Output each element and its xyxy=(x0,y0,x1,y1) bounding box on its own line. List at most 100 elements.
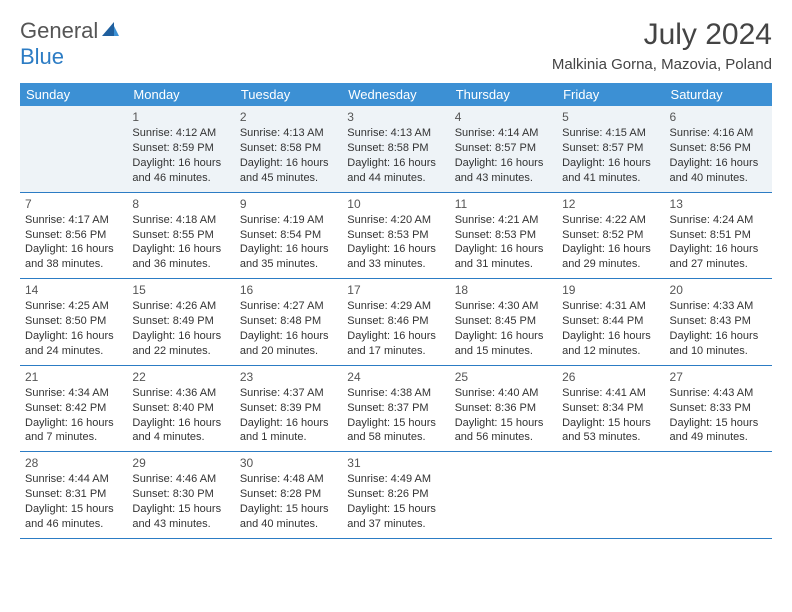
sunset-text: Sunset: 8:56 PM xyxy=(670,141,767,156)
sunrise-text: Sunrise: 4:13 AM xyxy=(347,126,444,141)
sunrise-text: Sunrise: 4:17 AM xyxy=(25,213,122,228)
sunrise-text: Sunrise: 4:37 AM xyxy=(240,386,337,401)
sunrise-text: Sunrise: 4:41 AM xyxy=(562,386,659,401)
calendar-day-cell: 16Sunrise: 4:27 AMSunset: 8:48 PMDayligh… xyxy=(235,279,342,366)
sunrise-text: Sunrise: 4:36 AM xyxy=(132,386,229,401)
sunset-text: Sunset: 8:33 PM xyxy=(670,401,767,416)
sunset-text: Sunset: 8:50 PM xyxy=(25,314,122,329)
day-number: 7 xyxy=(25,196,122,212)
sunset-text: Sunset: 8:57 PM xyxy=(562,141,659,156)
day-number: 11 xyxy=(455,196,552,212)
sunrise-text: Sunrise: 4:43 AM xyxy=(670,386,767,401)
sunrise-text: Sunrise: 4:18 AM xyxy=(132,213,229,228)
day-number: 17 xyxy=(347,282,444,298)
calendar-day-cell: 17Sunrise: 4:29 AMSunset: 8:46 PMDayligh… xyxy=(342,279,449,366)
sunset-text: Sunset: 8:52 PM xyxy=(562,228,659,243)
title-block: July 2024 Malkinia Gorna, Mazovia, Polan… xyxy=(552,18,772,73)
weekday-header: Thursday xyxy=(450,83,557,106)
daylight-text: Daylight: 16 hours and 15 minutes. xyxy=(455,329,552,359)
daylight-text: Daylight: 15 hours and 46 minutes. xyxy=(25,502,122,532)
sunrise-text: Sunrise: 4:14 AM xyxy=(455,126,552,141)
calendar-day-cell: 12Sunrise: 4:22 AMSunset: 8:52 PMDayligh… xyxy=(557,192,664,279)
calendar-day-cell: 2Sunrise: 4:13 AMSunset: 8:58 PMDaylight… xyxy=(235,106,342,192)
day-number: 16 xyxy=(240,282,337,298)
sunrise-text: Sunrise: 4:13 AM xyxy=(240,126,337,141)
day-number: 3 xyxy=(347,109,444,125)
daylight-text: Daylight: 16 hours and 12 minutes. xyxy=(562,329,659,359)
daylight-text: Daylight: 16 hours and 7 minutes. xyxy=(25,416,122,446)
day-number: 30 xyxy=(240,455,337,471)
day-number: 14 xyxy=(25,282,122,298)
sunrise-text: Sunrise: 4:19 AM xyxy=(240,213,337,228)
logo-text-blue: Blue xyxy=(20,44,64,69)
calendar-day-cell: 3Sunrise: 4:13 AMSunset: 8:58 PMDaylight… xyxy=(342,106,449,192)
logo-text-general: General xyxy=(20,18,98,43)
sunset-text: Sunset: 8:53 PM xyxy=(455,228,552,243)
daylight-text: Daylight: 16 hours and 40 minutes. xyxy=(670,156,767,186)
sunrise-text: Sunrise: 4:31 AM xyxy=(562,299,659,314)
sunset-text: Sunset: 8:59 PM xyxy=(132,141,229,156)
day-number: 29 xyxy=(132,455,229,471)
sunrise-text: Sunrise: 4:27 AM xyxy=(240,299,337,314)
sunset-text: Sunset: 8:45 PM xyxy=(455,314,552,329)
daylight-text: Daylight: 15 hours and 49 minutes. xyxy=(670,416,767,446)
daylight-text: Daylight: 15 hours and 37 minutes. xyxy=(347,502,444,532)
weekday-header: Saturday xyxy=(665,83,772,106)
sunrise-text: Sunrise: 4:16 AM xyxy=(670,126,767,141)
calendar-day-cell: 10Sunrise: 4:20 AMSunset: 8:53 PMDayligh… xyxy=(342,192,449,279)
day-number: 24 xyxy=(347,369,444,385)
sunset-text: Sunset: 8:44 PM xyxy=(562,314,659,329)
sunrise-text: Sunrise: 4:46 AM xyxy=(132,472,229,487)
day-number: 9 xyxy=(240,196,337,212)
calendar-day-cell: 14Sunrise: 4:25 AMSunset: 8:50 PMDayligh… xyxy=(20,279,127,366)
calendar-day-cell: 7Sunrise: 4:17 AMSunset: 8:56 PMDaylight… xyxy=(20,192,127,279)
calendar-day-cell: 4Sunrise: 4:14 AMSunset: 8:57 PMDaylight… xyxy=(450,106,557,192)
daylight-text: Daylight: 16 hours and 10 minutes. xyxy=(670,329,767,359)
calendar-day-cell: 8Sunrise: 4:18 AMSunset: 8:55 PMDaylight… xyxy=(127,192,234,279)
calendar-day-cell: 11Sunrise: 4:21 AMSunset: 8:53 PMDayligh… xyxy=(450,192,557,279)
sunset-text: Sunset: 8:53 PM xyxy=(347,228,444,243)
calendar-day-cell: 20Sunrise: 4:33 AMSunset: 8:43 PMDayligh… xyxy=(665,279,772,366)
calendar-day-cell: 25Sunrise: 4:40 AMSunset: 8:36 PMDayligh… xyxy=(450,365,557,452)
calendar-day-cell: 5Sunrise: 4:15 AMSunset: 8:57 PMDaylight… xyxy=(557,106,664,192)
calendar-day-cell: 19Sunrise: 4:31 AMSunset: 8:44 PMDayligh… xyxy=(557,279,664,366)
daylight-text: Daylight: 16 hours and 20 minutes. xyxy=(240,329,337,359)
sunrise-text: Sunrise: 4:21 AM xyxy=(455,213,552,228)
daylight-text: Daylight: 16 hours and 46 minutes. xyxy=(132,156,229,186)
day-number: 5 xyxy=(562,109,659,125)
sunset-text: Sunset: 8:54 PM xyxy=(240,228,337,243)
sunset-text: Sunset: 8:37 PM xyxy=(347,401,444,416)
day-number: 31 xyxy=(347,455,444,471)
sunset-text: Sunset: 8:46 PM xyxy=(347,314,444,329)
calendar-empty-cell xyxy=(557,452,664,539)
weekday-header: Monday xyxy=(127,83,234,106)
day-number: 4 xyxy=(455,109,552,125)
daylight-text: Daylight: 15 hours and 56 minutes. xyxy=(455,416,552,446)
sunrise-text: Sunrise: 4:33 AM xyxy=(670,299,767,314)
calendar-day-cell: 18Sunrise: 4:30 AMSunset: 8:45 PMDayligh… xyxy=(450,279,557,366)
weekday-header: Friday xyxy=(557,83,664,106)
sunrise-text: Sunrise: 4:30 AM xyxy=(455,299,552,314)
sunset-text: Sunset: 8:28 PM xyxy=(240,487,337,502)
sunset-text: Sunset: 8:51 PM xyxy=(670,228,767,243)
daylight-text: Daylight: 16 hours and 22 minutes. xyxy=(132,329,229,359)
calendar-day-cell: 29Sunrise: 4:46 AMSunset: 8:30 PMDayligh… xyxy=(127,452,234,539)
daylight-text: Daylight: 16 hours and 27 minutes. xyxy=(670,242,767,272)
day-number: 20 xyxy=(670,282,767,298)
calendar-week-row: 1Sunrise: 4:12 AMSunset: 8:59 PMDaylight… xyxy=(20,106,772,192)
sunrise-text: Sunrise: 4:38 AM xyxy=(347,386,444,401)
day-number: 15 xyxy=(132,282,229,298)
daylight-text: Daylight: 16 hours and 1 minute. xyxy=(240,416,337,446)
calendar-day-cell: 6Sunrise: 4:16 AMSunset: 8:56 PMDaylight… xyxy=(665,106,772,192)
daylight-text: Daylight: 16 hours and 43 minutes. xyxy=(455,156,552,186)
sunrise-text: Sunrise: 4:15 AM xyxy=(562,126,659,141)
sunrise-text: Sunrise: 4:34 AM xyxy=(25,386,122,401)
day-number: 23 xyxy=(240,369,337,385)
day-number: 6 xyxy=(670,109,767,125)
sunset-text: Sunset: 8:26 PM xyxy=(347,487,444,502)
sunset-text: Sunset: 8:57 PM xyxy=(455,141,552,156)
sunrise-text: Sunrise: 4:29 AM xyxy=(347,299,444,314)
daylight-text: Daylight: 16 hours and 38 minutes. xyxy=(25,242,122,272)
day-number: 27 xyxy=(670,369,767,385)
daylight-text: Daylight: 16 hours and 45 minutes. xyxy=(240,156,337,186)
